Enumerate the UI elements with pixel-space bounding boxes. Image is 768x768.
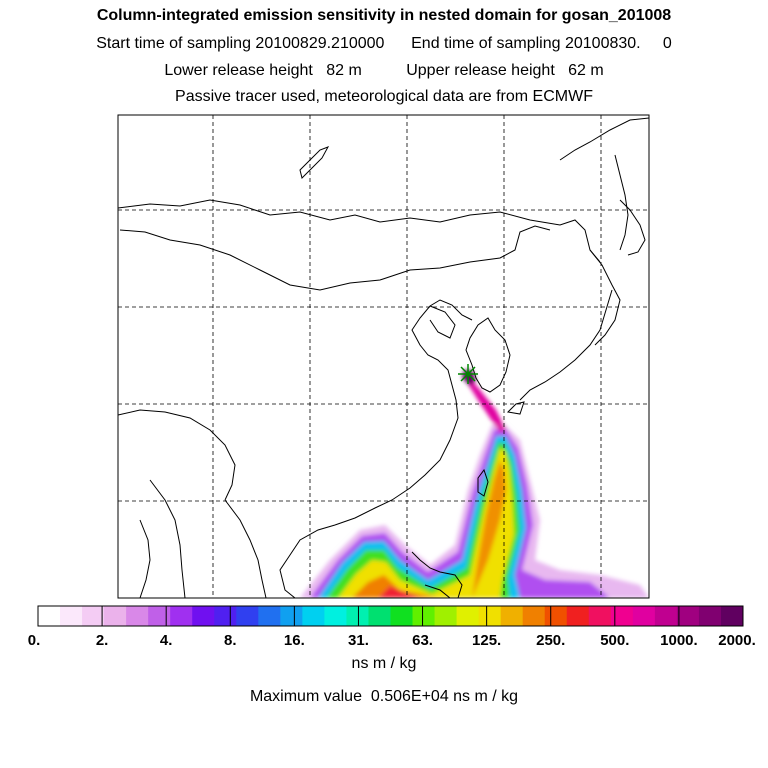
colorbar-units: ns m / kg (351, 655, 417, 672)
colorbar-swatch (302, 606, 325, 626)
colorbar-tick-label: 31. (348, 632, 369, 649)
colorbar-tick-label: 1000. (660, 632, 698, 649)
colorbar-swatch (478, 606, 502, 626)
colorbar-swatch (720, 606, 744, 626)
receptor-star-icon (458, 364, 478, 384)
colorbar-swatch (148, 606, 171, 626)
colorbar-swatch (258, 606, 281, 626)
colorbar-swatch (280, 606, 303, 626)
colorbar-swatch (610, 606, 634, 626)
colorbar-swatch (522, 606, 546, 626)
colorbar-swatch (434, 606, 458, 626)
colorbar-swatch (500, 606, 524, 626)
coastlines (118, 117, 649, 598)
maximum-value: Maximum value 0.506E+04 ns m / kg (249, 688, 519, 705)
colorbar-tick-label: 0. (27, 632, 41, 649)
colorbar-swatch (324, 606, 347, 626)
colorbar-swatch (632, 606, 656, 626)
colorbar-swatch (566, 606, 590, 626)
colorbar-swatch (38, 606, 61, 626)
colorbar-tick-label: 8. (224, 632, 237, 649)
colorbar-swatch (82, 606, 105, 626)
colorbar-swatch (368, 606, 391, 626)
colorbar-tick-label: 2000. (718, 632, 756, 649)
colorbar-swatch (346, 606, 369, 626)
colorbar-tick-label: 500. (600, 632, 630, 649)
colorbar-swatch (104, 606, 127, 626)
colorbar-swatch (544, 606, 568, 626)
colorbar-swatch (456, 606, 480, 626)
tracer-info: Passive tracer used, meteorological data… (175, 88, 593, 105)
colorbar-tick-label: 63. (412, 632, 433, 649)
colorbar-swatch (60, 606, 83, 626)
colorbar-swatch (698, 606, 722, 626)
colorbar-tick-label: 2. (95, 632, 109, 649)
colorbar-swatch (214, 606, 237, 626)
map-frame (117, 114, 650, 599)
map-title: Column-integrated emission sensitivity i… (96, 7, 672, 24)
colorbar-swatch (390, 606, 414, 626)
colorbar-tick-label: 4. (159, 632, 173, 649)
colorbar-swatch (170, 606, 193, 626)
colorbar-swatch (126, 606, 149, 626)
colorbar-swatch (676, 606, 700, 626)
colorbar-swatch (654, 606, 678, 626)
colorbar-swatch (236, 606, 259, 626)
plume (300, 370, 649, 598)
release-heights: Lower release height 82 m Upper release … (164, 62, 604, 79)
lat-lon-grid (118, 115, 649, 598)
colorbar-tick-label: 16. (283, 632, 305, 649)
colorbar-tick-label: 250. (536, 632, 566, 649)
colorbar-tick-label: 125. (472, 632, 502, 649)
colorbar-frame (37, 605, 744, 627)
colorbar-swatch (588, 606, 612, 626)
colorbar-swatch (412, 606, 436, 626)
sampling-times: Start time of sampling 20100829.210000 E… (96, 35, 672, 52)
colorbar-swatch (192, 606, 215, 626)
